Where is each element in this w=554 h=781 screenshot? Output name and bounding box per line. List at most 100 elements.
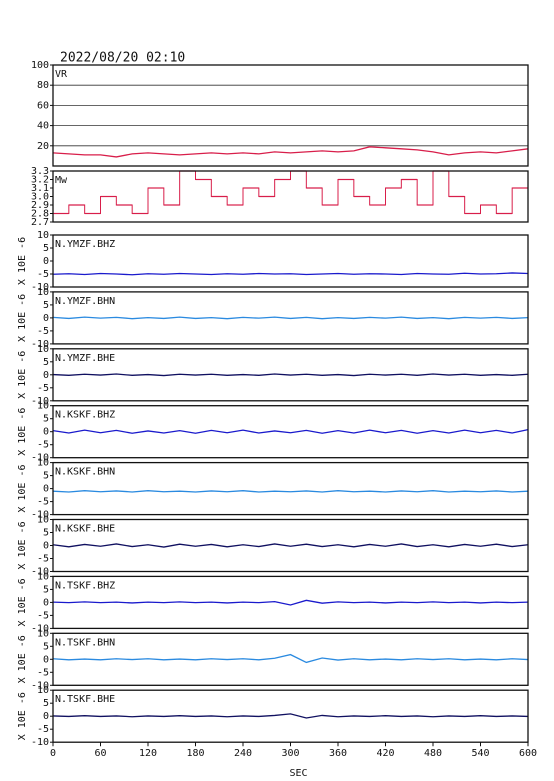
y-tick-label: 3.3 [31,166,49,177]
y-axis-label: X 10E -6 [17,465,28,513]
y-tick-label: 80 [37,80,49,91]
y-tick-label: 10 [37,628,49,639]
x-tick-label: 600 [519,748,537,759]
y-tick-label: -5 [37,440,49,451]
panel-label: N.TSKF.BHZ [55,580,115,591]
y-tick-label: 10 [37,287,49,298]
series-line [52,713,529,719]
y-tick-label: -5 [37,610,49,621]
panel-frame [52,291,529,345]
y-tick-label: -10 [31,680,49,691]
y-tick-label: 10 [37,458,49,469]
series-line [52,146,529,158]
panel-label: N.YMZF.BHZ [55,239,115,250]
y-tick-label: 3.0 [31,192,49,203]
y-tick-label: 10 [37,685,49,696]
panel-label: Mw [55,175,68,186]
y-axis-label: X 10E -6 [17,408,28,456]
y-tick-label: 5 [43,300,49,311]
panel-frame [52,575,529,630]
x-tick-label: 480 [424,748,442,759]
y-tick-label: 5 [43,357,49,368]
y-tick-label: 10 [37,401,49,412]
series-line [52,653,529,664]
y-tick-label: 40 [37,121,49,132]
y-axis-label: X 10E -6 [17,237,28,285]
y-tick-label: -5 [37,554,49,565]
y-tick-label: -10 [31,623,49,634]
y-tick-label: 0 [43,597,49,608]
y-tick-label: -10 [31,453,49,464]
y-tick-label: 3.2 [31,175,49,186]
panel-label: N.KSKF.BHE [55,524,115,535]
y-tick-label: -10 [31,396,49,407]
y-tick-label: 0 [43,711,49,722]
series-line [52,543,529,548]
y-tick-label: -10 [31,567,49,578]
panel-frame [52,348,529,402]
y-tick-label: 2.7 [31,217,49,228]
y-axis-label: X 10E -6 [17,635,28,683]
series-line [52,316,529,320]
y-tick-label: 0 [43,370,49,381]
y-tick-label: -10 [31,282,49,293]
y-tick-label: 10 [37,571,49,582]
x-tick-label: 300 [281,748,299,759]
x-tick-label: 60 [94,748,106,759]
y-tick-label: -5 [37,383,49,394]
chart-title: 2022/08/20 02:10 [60,51,185,66]
x-tick-label: 240 [234,748,252,759]
x-tick-label: 360 [329,748,347,759]
y-tick-label: 20 [37,141,49,152]
y-tick-label: -5 [37,497,49,508]
y-tick-label: 0 [43,654,49,665]
y-tick-label: -5 [37,724,49,735]
x-tick-label: 120 [139,748,157,759]
y-tick-label: 5 [43,584,49,595]
x-tick-label: 420 [376,748,394,759]
series-line [52,373,529,377]
y-tick-label: 10 [37,515,49,526]
panel-frame [52,632,529,686]
series-line [52,272,529,276]
y-tick-label: 5 [43,698,49,709]
y-tick-label: 100 [31,60,49,71]
y-tick-label: 5 [43,243,49,254]
x-tick-label: 0 [50,748,56,759]
x-tick-label: 180 [186,748,204,759]
y-tick-label: -10 [31,339,49,350]
y-tick-label: 5 [43,414,49,425]
step-connector [53,170,528,214]
panel-label: N.KSKF.BHN [55,467,115,478]
series-line [52,490,529,493]
x-tick-label: 540 [471,748,489,759]
panel-frame [52,461,529,516]
y-tick-label: 5 [43,471,49,482]
panel-label: VR [55,69,68,80]
panel-frame [52,234,529,288]
series-line [52,428,529,434]
panel-label: N.YMZF.BHE [55,353,115,364]
y-tick-label: 10 [37,344,49,355]
y-tick-label: 3.1 [31,183,49,194]
y-tick-label: -5 [37,326,49,337]
panel-frame [52,405,529,459]
panel-frame [52,518,529,573]
y-tick-label: 0 [43,484,49,495]
panel-frame [52,64,529,167]
y-axis-label: X 10E -6 [17,351,28,399]
series-line [52,599,529,606]
y-tick-label: -5 [37,269,49,280]
panel-label: N.TSKF.BHN [55,637,115,648]
y-tick-label: -5 [37,667,49,678]
y-tick-label: 2.8 [31,209,49,220]
panel-label: N.KSKF.BHZ [55,410,115,421]
y-tick-label: 0 [43,427,49,438]
y-tick-label: 0 [43,256,49,267]
y-tick-label: 10 [37,230,49,241]
y-tick-label: 2.9 [31,200,49,211]
panel-label: N.YMZF.BHN [55,296,115,307]
y-tick-label: -10 [31,510,49,521]
y-axis-label: X 10E -6 [17,521,28,569]
